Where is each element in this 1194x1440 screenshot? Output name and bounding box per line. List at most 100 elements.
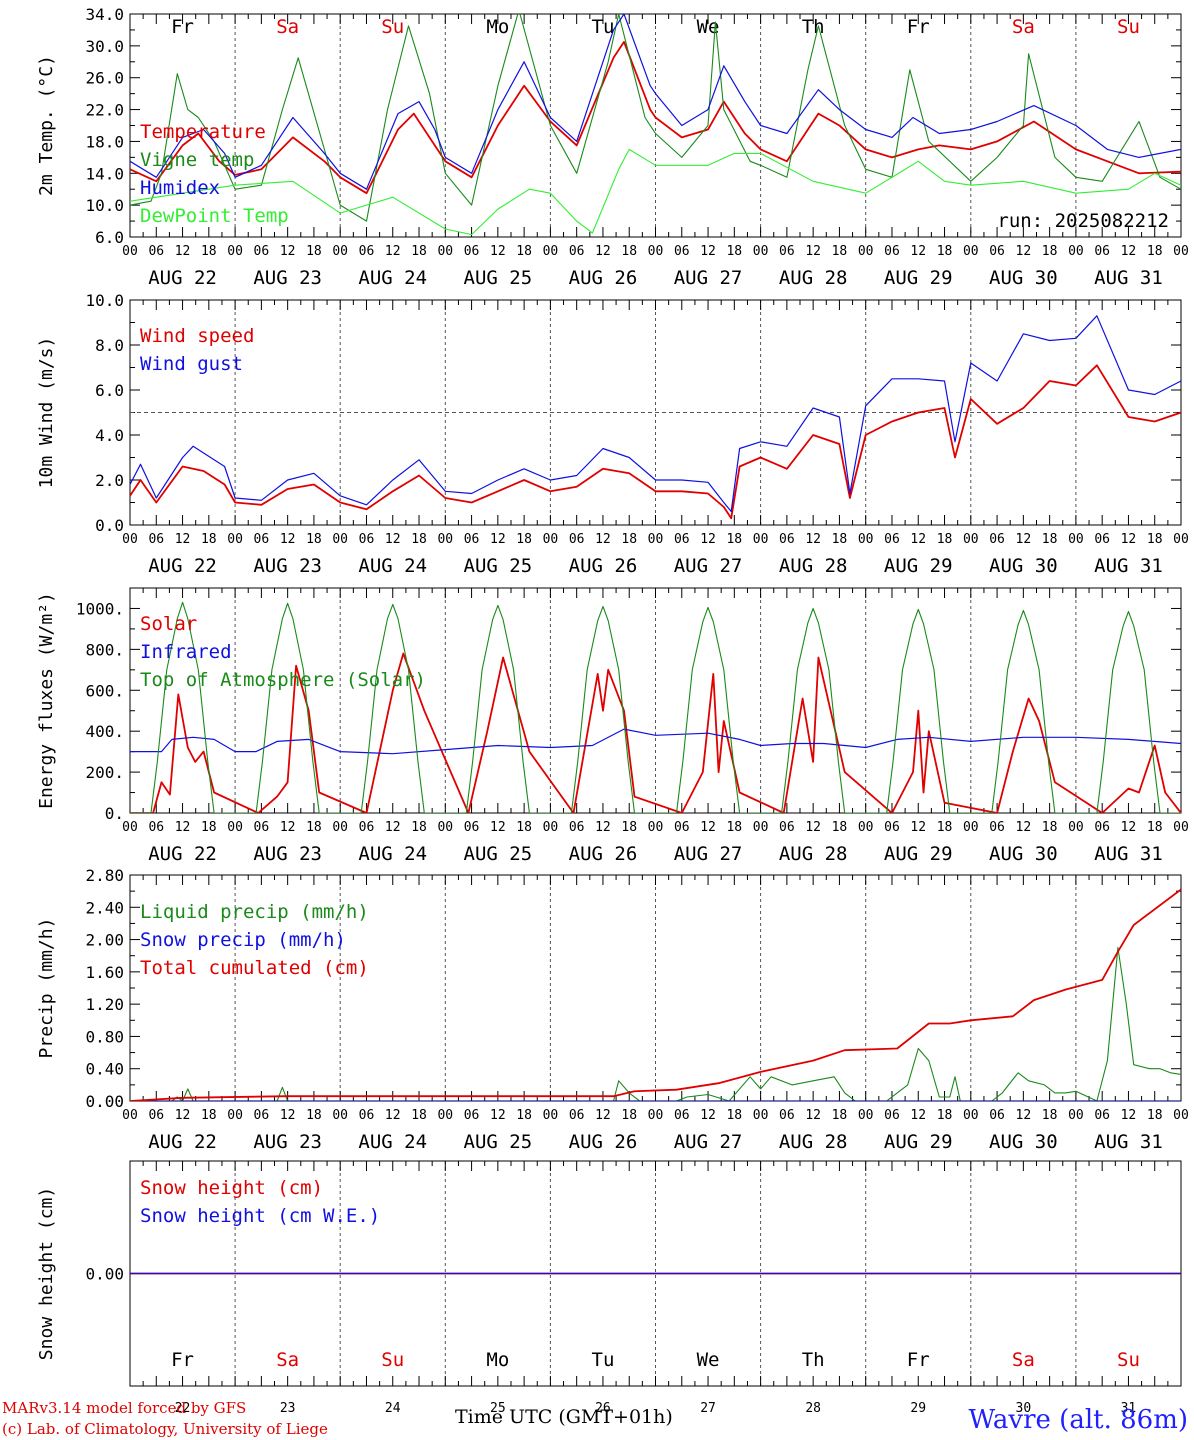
hour-tick-label: 00 bbox=[1173, 532, 1189, 547]
hour-tick-label: 00 bbox=[543, 1108, 559, 1123]
hour-tick-label: 00 bbox=[543, 532, 559, 547]
y-tick-label: 30.0 bbox=[85, 37, 124, 56]
hour-tick-label: 06 bbox=[359, 532, 375, 547]
hour-tick-label: 12 bbox=[175, 532, 191, 547]
day-of-week-label: Fr bbox=[907, 16, 930, 38]
hour-tick-label: 12 bbox=[910, 244, 926, 259]
hour-tick-label: 18 bbox=[306, 1108, 322, 1123]
date-label: AUG 25 bbox=[464, 1131, 533, 1153]
hour-tick-label: 12 bbox=[1121, 532, 1137, 547]
hour-tick-label: 06 bbox=[989, 532, 1005, 547]
hour-tick-label: 06 bbox=[359, 244, 375, 259]
hour-tick-label: 18 bbox=[726, 532, 742, 547]
legend-entry: Liquid precip (mm/h) bbox=[140, 901, 369, 923]
hour-tick-label: 12 bbox=[1121, 244, 1137, 259]
y-tick-label: 600. bbox=[85, 681, 124, 700]
date-label: AUG 24 bbox=[358, 1131, 427, 1153]
y-axis-title: Precip (mm/h) bbox=[36, 918, 57, 1059]
y-tick-label: 4.0 bbox=[95, 426, 124, 445]
hour-tick-label: 12 bbox=[175, 1108, 191, 1123]
hour-tick-label: 06 bbox=[148, 820, 164, 835]
hour-tick-label: 18 bbox=[306, 244, 322, 259]
day-number-label: 30 bbox=[1016, 1401, 1032, 1416]
hour-tick-label: 18 bbox=[516, 1108, 532, 1123]
y-tick-label: 0. bbox=[105, 804, 124, 823]
panel-energy: 0. 200. 400. 600. 800. 1000. 00 06 12 18 AUG 22 00 0… bbox=[36, 587, 1189, 865]
day-number-label: 23 bbox=[280, 1401, 296, 1416]
y-tick-label: 8.0 bbox=[95, 336, 124, 355]
hour-tick-label: 00 bbox=[1068, 1108, 1084, 1123]
hour-tick-label: 18 bbox=[201, 244, 217, 259]
day-number-label: 26 bbox=[595, 1401, 611, 1416]
hour-tick-label: 00 bbox=[858, 1108, 874, 1123]
y-axis-title: Snow height (cm) bbox=[36, 1187, 57, 1360]
hour-tick-label: 06 bbox=[148, 244, 164, 259]
y-tick-label: 400. bbox=[85, 722, 124, 741]
hour-tick-label: 12 bbox=[910, 1108, 926, 1123]
hour-tick-label: 12 bbox=[700, 1108, 716, 1123]
hour-tick-label: 00 bbox=[963, 532, 979, 547]
date-label: AUG 27 bbox=[674, 555, 743, 577]
date-label: AUG 31 bbox=[1094, 555, 1163, 577]
date-label: AUG 26 bbox=[569, 1131, 638, 1153]
hour-tick-label: 18 bbox=[832, 1108, 848, 1123]
date-label: AUG 23 bbox=[253, 267, 322, 289]
date-label: AUG 31 bbox=[1094, 843, 1163, 865]
hour-tick-label: 18 bbox=[937, 532, 953, 547]
hour-tick-label: 00 bbox=[858, 532, 874, 547]
hour-tick-label: 00 bbox=[648, 244, 664, 259]
hour-tick-label: 00 bbox=[543, 820, 559, 835]
hour-tick-label: 06 bbox=[464, 1108, 480, 1123]
hour-tick-label: 18 bbox=[1147, 1108, 1163, 1123]
panel-precip: 0.00 0.40 0.80 1.20 1.60 2.00 2.40 2.80 00 06 12 18… bbox=[36, 866, 1189, 1153]
date-label: AUG 29 bbox=[884, 267, 953, 289]
hour-tick-label: 12 bbox=[490, 1108, 506, 1123]
hour-tick-label: 00 bbox=[1068, 532, 1084, 547]
hour-tick-label: 06 bbox=[464, 244, 480, 259]
hour-tick-label: 12 bbox=[805, 532, 821, 547]
y-tick-label: 10.0 bbox=[85, 291, 124, 310]
hour-tick-label: 18 bbox=[201, 532, 217, 547]
hour-tick-label: 18 bbox=[937, 820, 953, 835]
hour-tick-label: 18 bbox=[621, 244, 637, 259]
y-tick-label: 1.60 bbox=[85, 963, 124, 982]
day-of-week-label: Sa bbox=[1012, 16, 1035, 38]
date-label: AUG 24 bbox=[358, 267, 427, 289]
y-tick-label: 26.0 bbox=[85, 69, 124, 88]
date-label: AUG 28 bbox=[779, 555, 848, 577]
day-of-week-label: Su bbox=[381, 16, 404, 38]
hour-tick-label: 18 bbox=[726, 820, 742, 835]
day-of-week-label: Tu bbox=[592, 16, 615, 38]
hour-tick-label: 06 bbox=[884, 1108, 900, 1123]
date-label: AUG 22 bbox=[148, 555, 217, 577]
day-number-label: 31 bbox=[1121, 1401, 1137, 1416]
y-tick-label: 22.0 bbox=[85, 101, 124, 120]
station-name: Wavre (alt. 86m) bbox=[968, 1405, 1188, 1435]
hour-tick-label: 00 bbox=[648, 532, 664, 547]
hour-tick-label: 12 bbox=[910, 532, 926, 547]
hour-tick-label: 18 bbox=[201, 1108, 217, 1123]
hour-tick-label: 12 bbox=[280, 532, 296, 547]
day-number-label: 22 bbox=[175, 1401, 191, 1416]
day-of-week-label: Sa bbox=[276, 16, 299, 38]
hour-tick-label: 12 bbox=[805, 244, 821, 259]
hour-tick-label: 06 bbox=[254, 532, 270, 547]
y-tick-label: 0.00 bbox=[85, 1092, 124, 1111]
hour-tick-label: 18 bbox=[726, 244, 742, 259]
hour-tick-label: 12 bbox=[1016, 820, 1032, 835]
hour-tick-label: 18 bbox=[621, 820, 637, 835]
day-of-week-label: Sa bbox=[1012, 1349, 1035, 1371]
hour-tick-label: 06 bbox=[884, 244, 900, 259]
hour-tick-label: 18 bbox=[1147, 820, 1163, 835]
hour-tick-label: 18 bbox=[1147, 244, 1163, 259]
hour-tick-label: 00 bbox=[122, 244, 138, 259]
date-label: AUG 27 bbox=[674, 1131, 743, 1153]
hour-tick-label: 12 bbox=[805, 820, 821, 835]
hour-tick-label: 06 bbox=[989, 1108, 1005, 1123]
date-label: AUG 23 bbox=[253, 555, 322, 577]
hour-tick-label: 00 bbox=[963, 244, 979, 259]
hour-tick-label: 12 bbox=[700, 244, 716, 259]
day-of-week-label: Su bbox=[381, 1349, 404, 1371]
y-tick-label: 6.0 bbox=[95, 228, 124, 247]
hour-tick-label: 12 bbox=[175, 820, 191, 835]
